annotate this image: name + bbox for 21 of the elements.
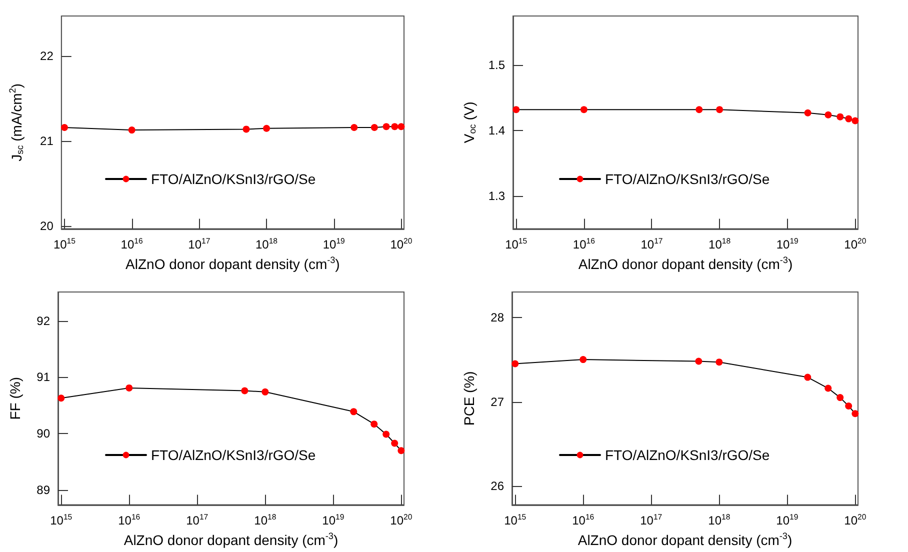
y-axis-title: Jsc (mA/cm2) [8,83,26,162]
y-tick-label: 21 [40,134,54,148]
y-axis-title: PCE (%) [461,371,477,426]
y-tick-label: 22 [40,49,54,64]
y-tick-label: 27 [490,394,504,409]
y-tick-label: 91 [36,370,50,384]
y-tick-label: 26 [490,479,504,494]
y-axis-title: Voc (V) [461,102,478,144]
legend-label: FTO/AlZnO/KSnI3/rGO/Se [605,171,770,187]
y-tick-label: 1.5 [488,58,506,72]
y-tick-label: 1.3 [488,189,506,204]
y-tick-label: 28 [490,310,504,324]
y-tick-label: 89 [36,483,50,498]
y-tick-label: 92 [36,314,50,328]
y-tick-label: 1.4 [488,124,506,138]
y-tick-label: 90 [36,426,50,441]
legend-label: FTO/AlZnO/KSnI3/rGO/Se [605,447,770,463]
legend-label: FTO/AlZnO/KSnI3/rGO/Se [151,171,316,187]
y-axis-title: FF (%) [7,377,23,420]
legend-label: FTO/AlZnO/KSnI3/rGO/Se [151,447,316,463]
y-tick-label: 20 [40,219,54,234]
